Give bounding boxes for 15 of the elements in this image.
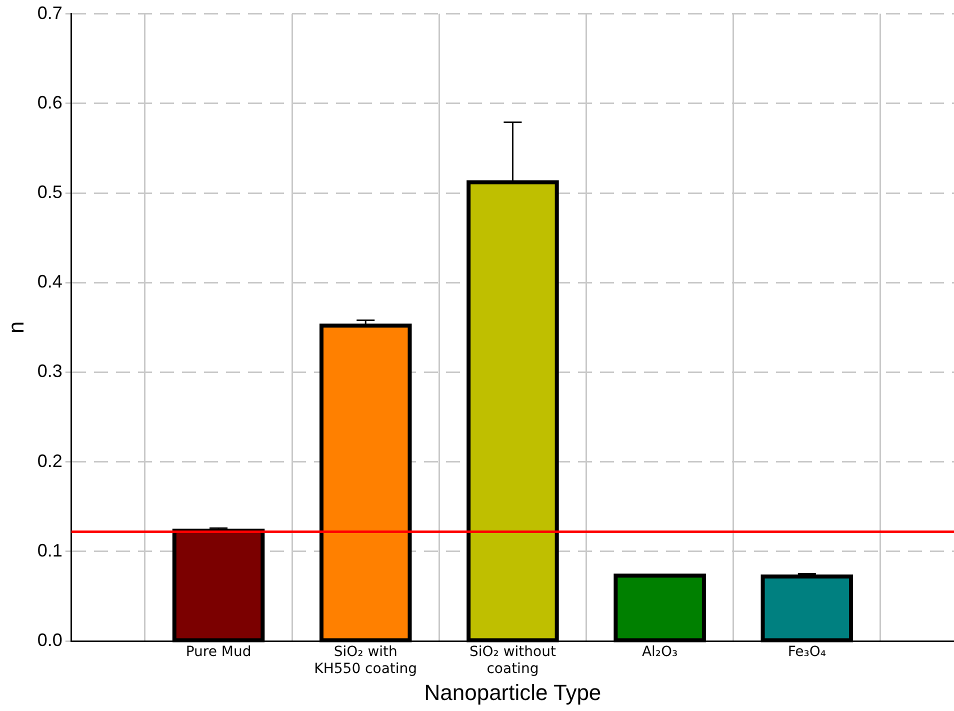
x-tick-label: SiO₂ with KH550 coating xyxy=(314,644,418,677)
y-tick-label: 0.2 xyxy=(37,450,62,471)
y-tick-label: 0.3 xyxy=(37,361,62,382)
y-tick-label: 0.1 xyxy=(37,540,62,560)
y-tick-label: 0.0 xyxy=(37,630,62,650)
y-axis-title: n xyxy=(3,321,28,334)
y-tick-label: 0.7 xyxy=(37,2,62,23)
y-tick-label: 0.5 xyxy=(37,182,62,202)
x-tick-label: Pure Mud xyxy=(186,644,252,660)
x-tick-label: Fe₃O₄ xyxy=(788,644,826,660)
y-tick-label: 0.6 xyxy=(37,92,62,112)
x-axis-title: Nanoparticle Type xyxy=(424,680,602,705)
x-tick-label: SiO₂ without coating xyxy=(469,644,556,677)
x-tick-label: Al₂O₃ xyxy=(642,644,678,660)
y-tick-label: 0.4 xyxy=(37,272,62,292)
